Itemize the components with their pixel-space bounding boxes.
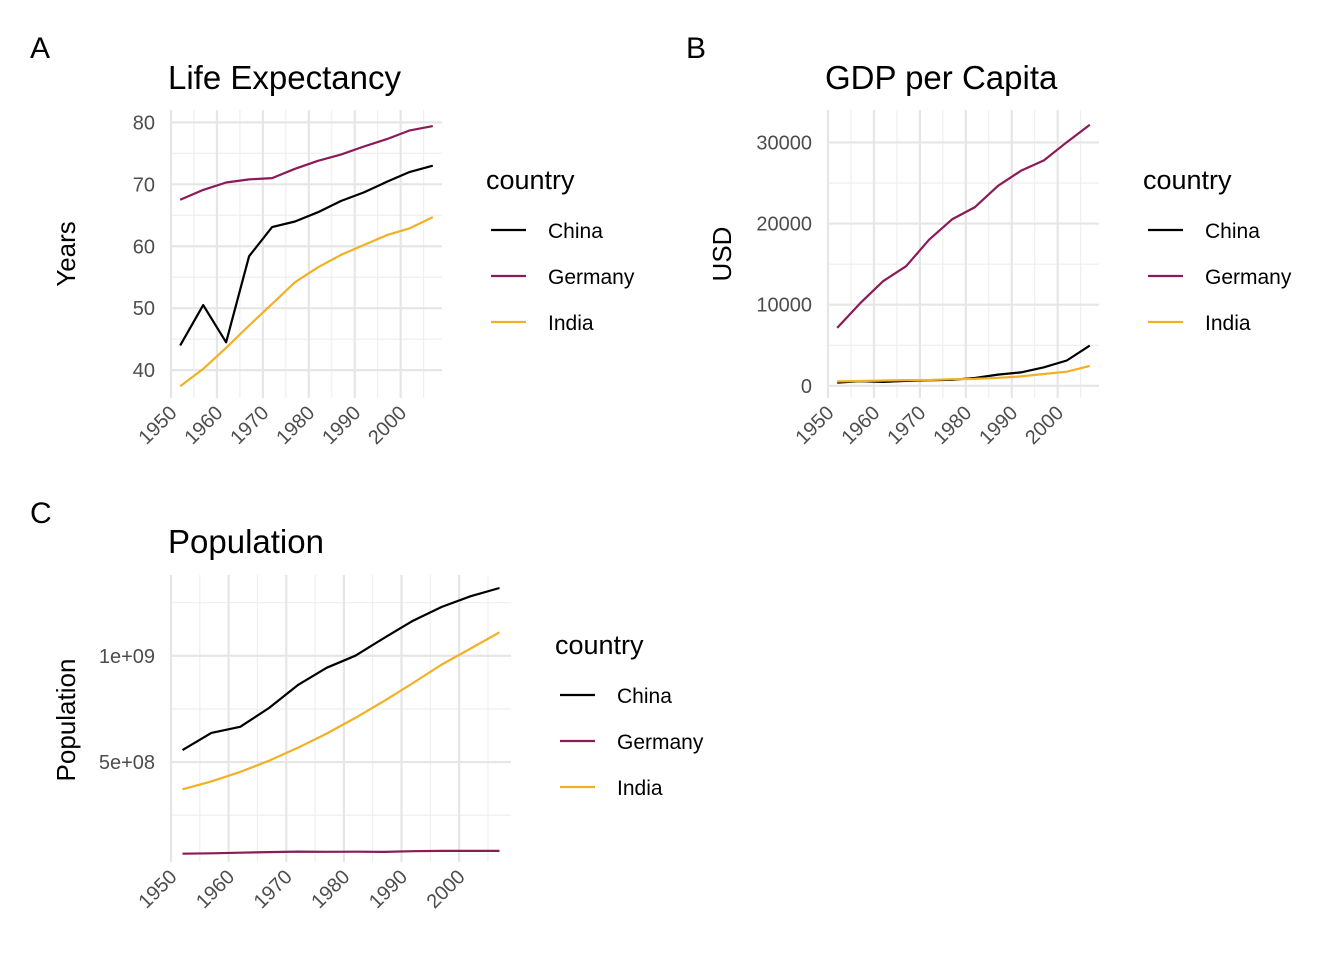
- x-tick-label: 1990: [365, 866, 412, 913]
- series-line-germany: [182, 849, 500, 855]
- x-tick-label: 1950: [135, 402, 182, 449]
- x-tick-label: 2000: [364, 402, 411, 449]
- legend-a: country China Germany India: [486, 165, 635, 335]
- legend-label-india: India: [548, 312, 594, 335]
- x-tick-label: 1960: [180, 402, 227, 449]
- series-line-germany: [179, 125, 434, 201]
- panel-b: B GDP per Capita USD 1950196019701980199…: [686, 32, 1292, 449]
- x-tick-label: 2000: [423, 866, 470, 913]
- y-axis-title-c: Population: [51, 659, 81, 782]
- x-tick-label: 1980: [272, 402, 319, 449]
- chart-title-a: Life Expectancy: [168, 59, 401, 96]
- y-tick-label: 1e+09: [99, 646, 155, 668]
- x-tick-label: 1990: [975, 402, 1022, 449]
- chart-title-b: GDP per Capita: [825, 59, 1058, 96]
- panel-tag-b: B: [686, 32, 706, 65]
- series-line-china: [179, 164, 434, 346]
- y-axis-title-a: Years: [51, 221, 81, 287]
- x-tick-label: 1970: [883, 402, 930, 449]
- y-tick-label: 50: [133, 298, 155, 320]
- y-tick-label: 30000: [756, 132, 812, 154]
- panel-tag-c: C: [30, 497, 52, 530]
- x-tick-label: 1970: [226, 402, 273, 449]
- y-tick-label: 5e+08: [99, 752, 155, 774]
- y-tick-label: 40: [133, 360, 155, 382]
- legend-label-india: India: [617, 777, 663, 800]
- series-line-india: [837, 364, 1091, 383]
- x-tick-label: 1990: [318, 402, 365, 449]
- panel-tag-a: A: [30, 32, 50, 65]
- legend-b: country China Germany India: [1143, 165, 1292, 335]
- x-tick-label: 1980: [307, 866, 354, 913]
- panel-a: A Life Expectancy Years 1950196019701980…: [30, 32, 635, 449]
- legend-title: country: [486, 165, 575, 195]
- series-line-india: [179, 216, 434, 388]
- x-tick-label: 1950: [135, 866, 182, 913]
- series-line-china: [181, 586, 500, 752]
- legend-title: country: [1143, 165, 1232, 195]
- y-tick-label: 0: [801, 376, 812, 398]
- y-axis-title-b: USD: [707, 227, 737, 282]
- legend-c: country China Germany India: [555, 630, 704, 800]
- legend-label-china: China: [548, 220, 603, 243]
- x-tick-label: 1960: [192, 866, 239, 913]
- legend-title: country: [555, 630, 644, 660]
- x-tick-label: 1980: [929, 402, 976, 449]
- x-tick-label: 2000: [1021, 402, 1068, 449]
- legend-label-india: India: [1205, 312, 1251, 335]
- y-tick-label: 80: [133, 112, 155, 134]
- series-line-germany: [836, 123, 1091, 329]
- x-tick-label: 1950: [792, 402, 839, 449]
- plot-area-c: 1950 1960 1970 1980 1990 2000 5e+08 1e+09: [99, 575, 511, 913]
- y-tick-label: 20000: [756, 214, 812, 236]
- legend-label-china: China: [617, 685, 672, 708]
- y-tick-label: 70: [133, 174, 155, 196]
- series-line-china: [837, 344, 1091, 384]
- series-line-india: [182, 631, 501, 791]
- chart-title-c: Population: [168, 523, 324, 560]
- legend-label-germany: Germany: [617, 731, 704, 754]
- x-tick-label: 1960: [837, 402, 884, 449]
- legend-label-germany: Germany: [1205, 266, 1292, 289]
- y-tick-label: 10000: [756, 295, 812, 317]
- y-tick-label: 60: [133, 236, 155, 258]
- legend-label-germany: Germany: [548, 266, 635, 289]
- x-tick-label: 1970: [250, 866, 297, 913]
- panel-c: C Population Population 1950 1960 1970 1980…: [30, 497, 704, 913]
- legend-label-china: China: [1205, 220, 1260, 243]
